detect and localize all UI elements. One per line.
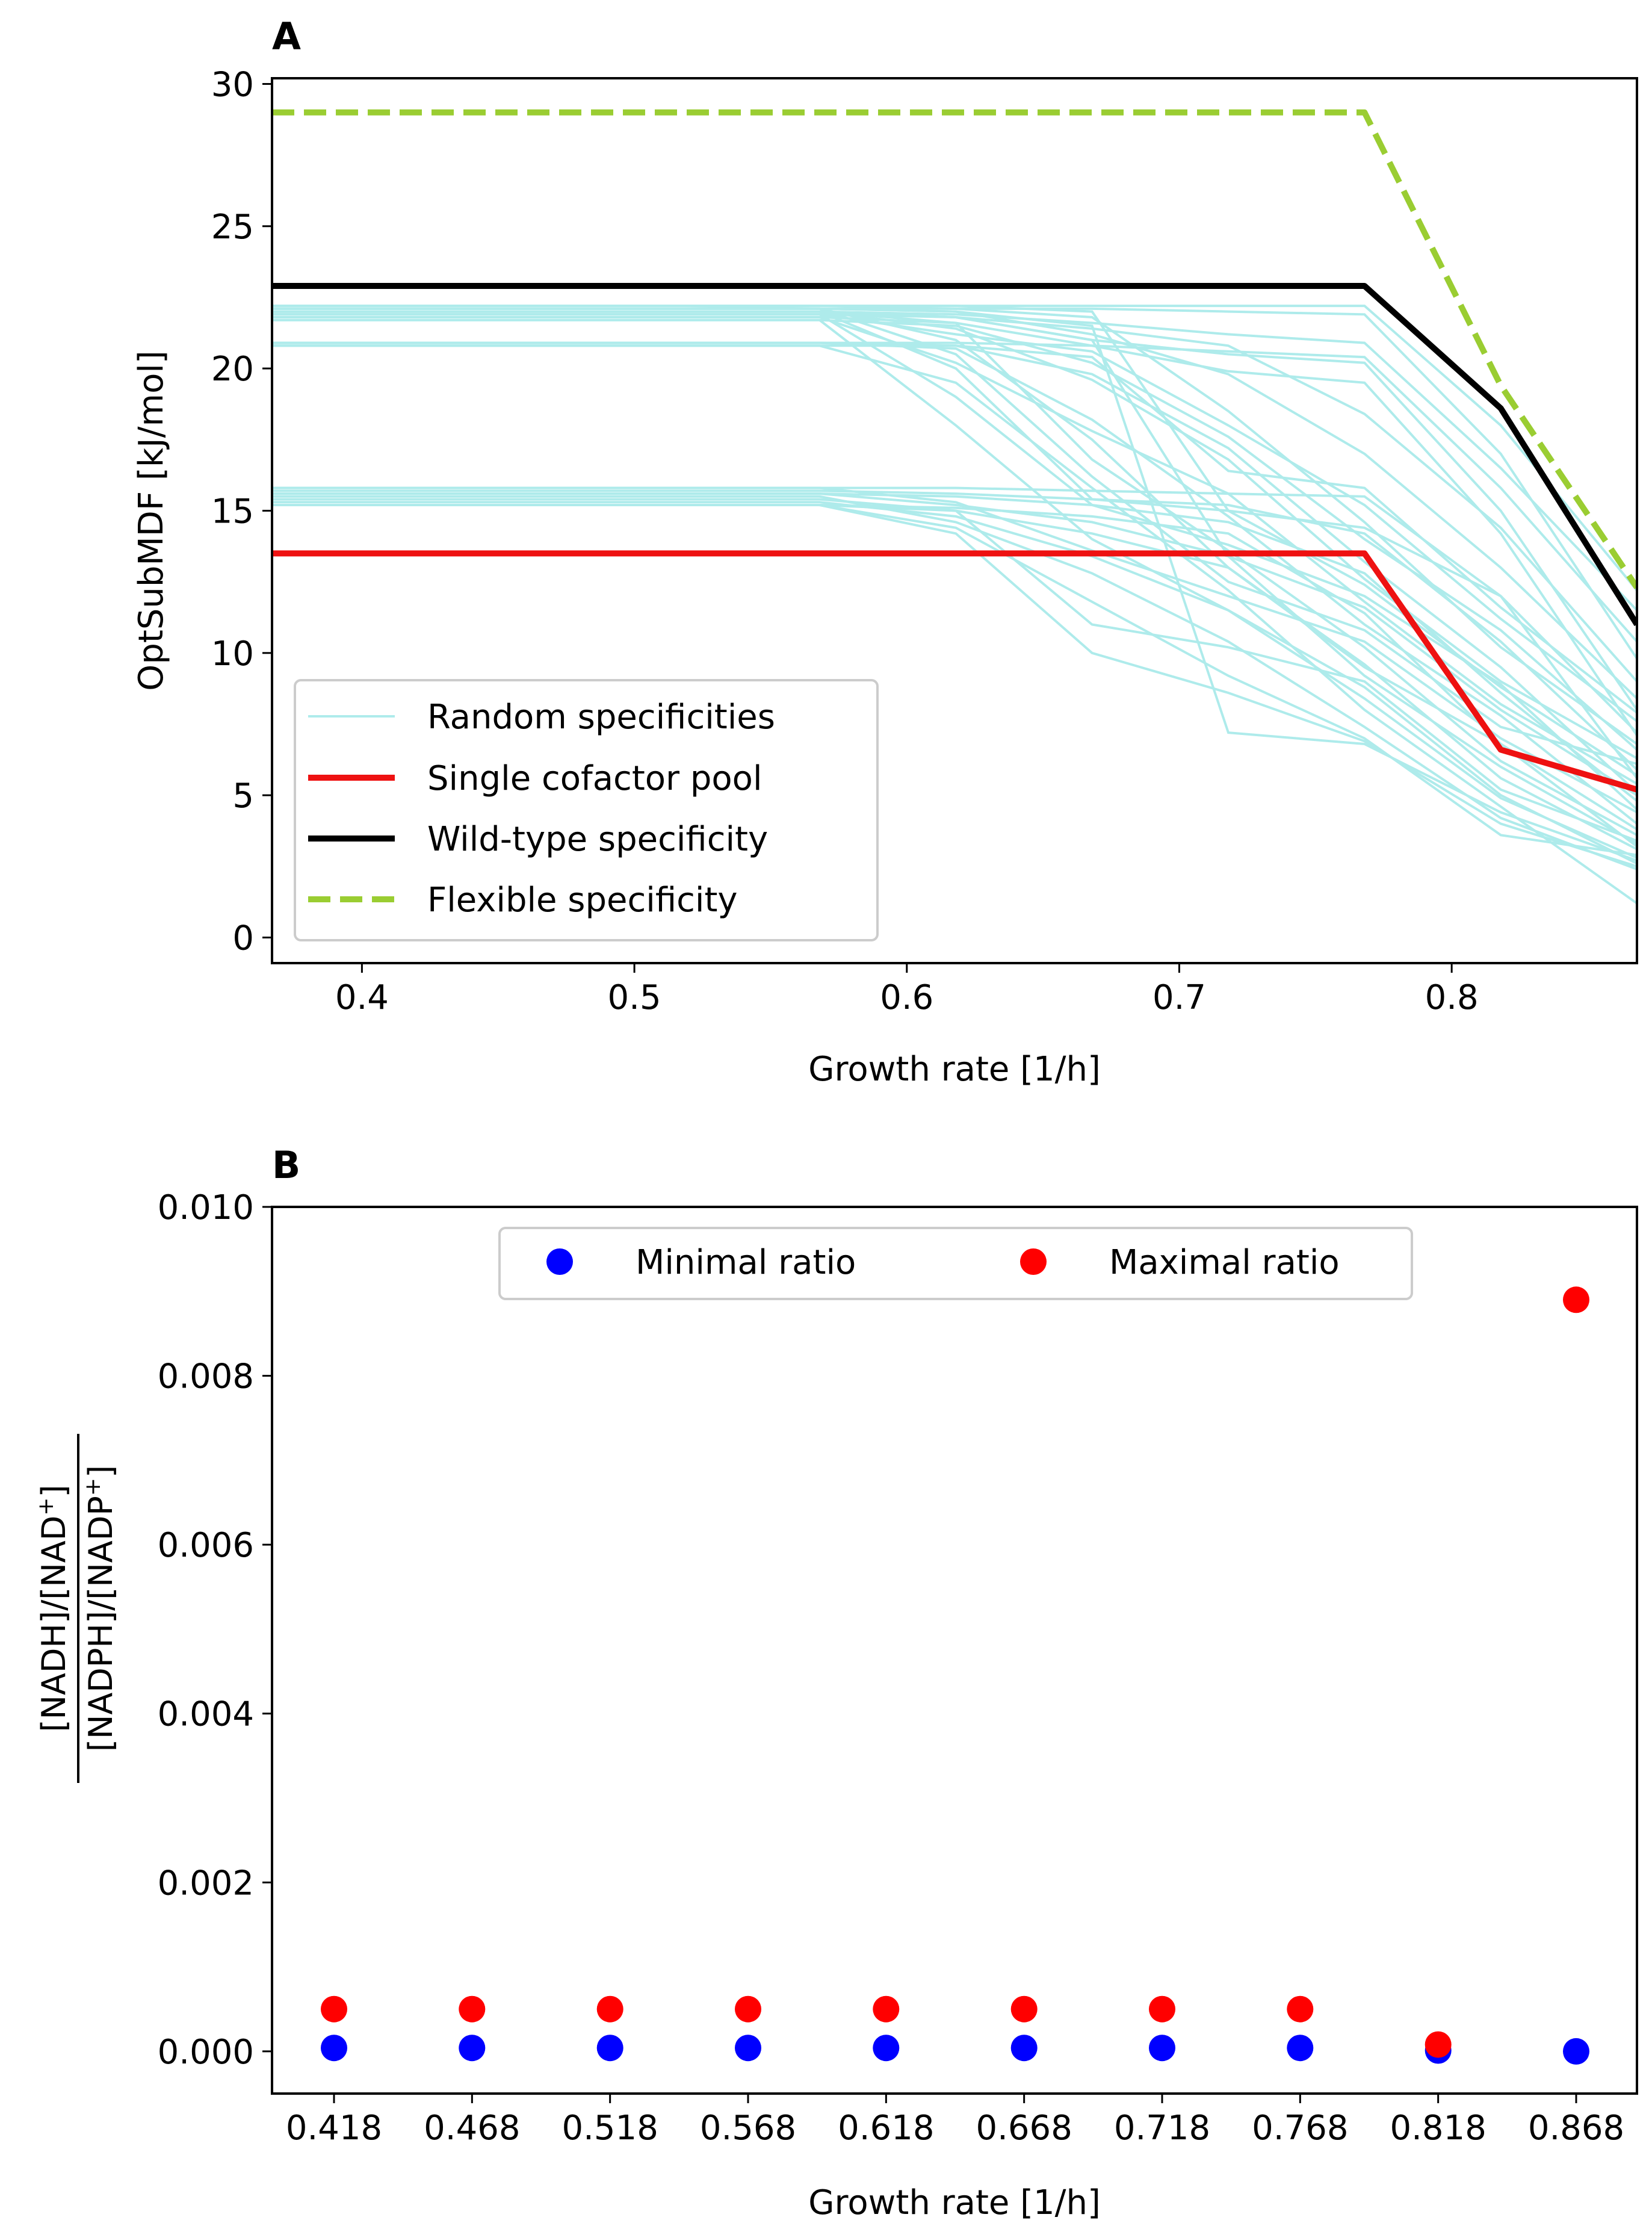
panel-b: B 0.418 0.468 0.518 0.568 0.618 0.668 0.718 0.7… [34,1143,1638,2222]
minimal-ratio-point [1287,2035,1314,2062]
minimal-ratio-point [1149,2035,1175,2062]
panel-b-y-tick-label: 0.004 [158,1695,254,1734]
panel-b-legend-box [498,1227,1413,1300]
legend-label-single: Single cofactor pool [427,759,763,798]
panel-a-plot [272,109,1637,905]
panel-a-y-tick-label: 10 [211,634,254,674]
minimal-ratio-point [459,2035,486,2062]
wild-line [272,283,1637,627]
y-label-numerator: [NADH]/[NAD+] [34,1484,73,1732]
panel-a-x-tick-label: 0.7 [1152,978,1206,1017]
panel-b-x-tick-label: 0.668 [976,2109,1072,2148]
panel-a-y-tick-label: 25 [211,208,254,247]
legend-label-random: Random specificities [427,698,775,737]
panel-a-x-tick-label: 0.8 [1425,978,1479,1017]
panel-a-y-tick-label: 0 [232,919,254,958]
random-specificity-line-30 [272,498,1637,842]
random-specificity-line-29 [272,486,1637,814]
panel-a-y-tick-label: 30 [211,65,254,104]
maximal-ratio-point [873,1995,900,2023]
random-specificity-line-26 [272,501,1637,859]
panel-a-legend-box [294,679,879,941]
panel-a-frame [271,77,1638,964]
panel-b-y-tick-label: 0.006 [158,1526,254,1565]
panel-b-x-tick-label: 0.468 [424,2109,520,2148]
random-specificity-line-19 [272,316,1637,785]
single-line [272,550,1637,793]
maximal-ratio-point [1010,1995,1038,2023]
panel-b-x-tick-label: 0.868 [1528,2109,1624,2148]
panel-b-x-tick-label: 0.768 [1252,2109,1348,2148]
random-specificity-line-37 [272,310,1637,683]
panel-b-x-tick-label: 0.618 [838,2109,934,2148]
panel-b-frame [271,1206,1638,2095]
minimal-ratio-point [735,2035,761,2062]
legend-marker-maximal [1020,1248,1047,1275]
minimal-ratio-point [596,2035,623,2062]
panel-a-y-tick-label: 20 [211,350,254,389]
random-specificity-line-34 [272,307,1637,862]
random-specificity-line-38 [272,318,1637,751]
random-specificity-line-36 [272,341,1637,714]
maximal-ratio-point [459,1995,486,2023]
panel-a-x-tick-label: 0.5 [608,978,661,1017]
panel-a-y-tick-label: 5 [232,777,254,816]
panel-a-axes: 0.4 0.5 0.6 0.7 0.8 0 5 10 15 20 25 30 [211,65,1638,1017]
panel-b-y-tick-label: 0.002 [158,1864,254,1903]
maximal-ratio-point [1287,1995,1314,2023]
minimal-ratio-point [321,2035,347,2062]
panel-a-x-tick-label: 0.4 [335,978,389,1017]
panel-b-x-tick-label: 0.518 [562,2109,658,2148]
minimal-ratio-point [1010,2035,1038,2062]
legend-label-maximal: Maximal ratio [1109,1243,1340,1282]
random-specificity-line-31 [272,504,1637,868]
panel-a-lines [272,109,1637,905]
panel-a-x-tick-label: 0.6 [880,978,933,1017]
panel-b-x-tick-label: 0.568 [700,2109,796,2148]
maximal-ratio-point [1563,1286,1589,1313]
panel-b-axes: 0.418 0.468 0.518 0.568 0.618 0.668 0.718 0.768… [158,1188,1638,2148]
maximal-ratio-point [735,1995,761,2023]
maximal-ratio-point [596,1995,623,2023]
legend-marker-minimal [546,1248,573,1275]
panel-b-legend: Minimal ratio Maximal ratio [498,1227,1413,1300]
panel-b-x-tick-label: 0.818 [1390,2109,1486,2148]
y-label-denominator: [NADPH]/[NADP+] [81,1465,120,1752]
random-specificity-line-14 [272,344,1637,905]
panel-b-x-axis-label: Growth rate [1/h] [808,2183,1101,2222]
panel-a-x-axis-label: Growth rate [1/h] [808,1050,1101,1089]
maximal-ratio-point [1149,1995,1175,2023]
minimal-ratio-point [873,2035,900,2062]
panel-b-label: B [272,1143,300,1187]
minimal-ratio-point [1563,2038,1589,2065]
panel-b-y-tick-label: 0.000 [158,2033,254,2072]
panel-a-y-tick-label: 15 [211,492,254,531]
legend-label-minimal: Minimal ratio [636,1243,856,1282]
panel-b-x-tick-label: 0.418 [286,2109,382,2148]
maximal-ratio-point [321,1995,347,2023]
panel-a-legend: Random specificities Single cofactor poo… [294,679,879,941]
maximal-ratio-point [1425,2031,1452,2058]
random-specificity-line-32 [272,492,1637,796]
legend-label-flexible: Flexible specificity [427,881,738,920]
panel-a-label: A [272,14,301,58]
flexible-line [272,109,1637,589]
panel-b-y-axis-label: [NADH]/[NAD+] [NADPH]/[NADP+] [34,1434,120,1783]
panel-b-y-tick-label: 0.008 [158,1357,254,1397]
panel-a-y-axis-label: OptSubMDF [kJ/mol] [132,350,171,691]
panel-b-x-tick-label: 0.718 [1114,2109,1210,2148]
panel-a: A 0.4 0.5 0.6 0.7 0.8 0 5 10 15 20 25 30 Growth rat… [132,14,1638,1089]
panel-b-y-tick-label: 0.010 [158,1188,254,1227]
panel-b-plot [321,1286,1589,2065]
random-specificity-line-27 [272,495,1637,870]
legend-label-wild: Wild-type specificity [427,820,768,859]
